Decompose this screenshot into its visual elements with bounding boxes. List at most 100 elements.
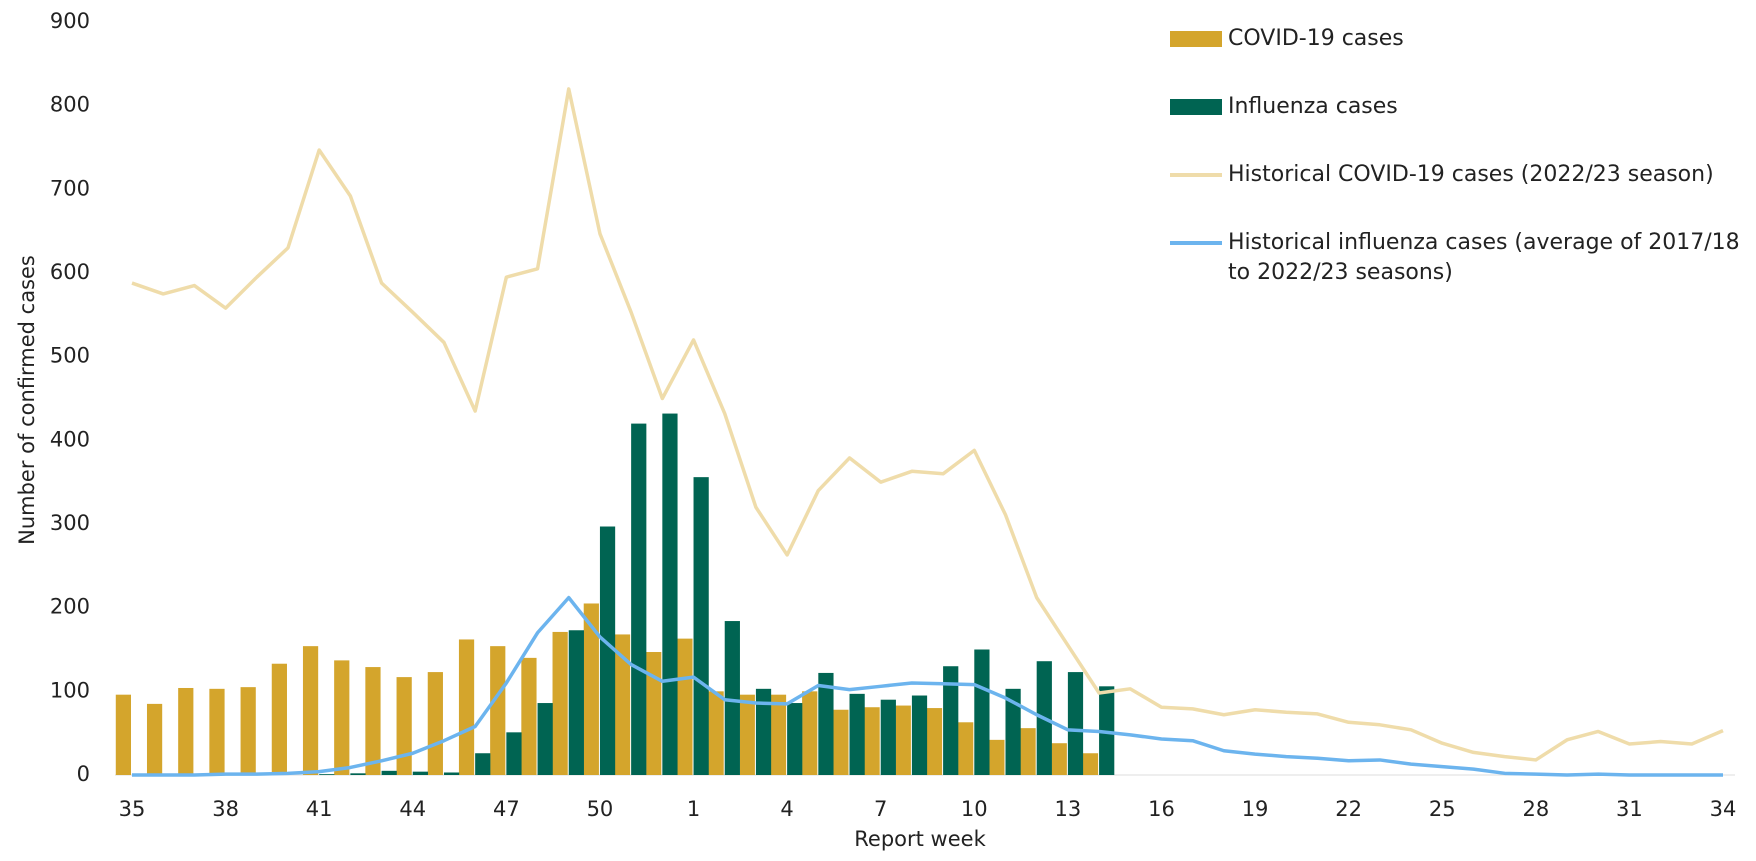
bar [724,621,740,775]
bar [443,772,460,775]
bar [568,630,584,775]
x-tick-label: 16 [1148,797,1175,821]
bar [271,663,287,775]
legend-swatch [1170,94,1222,120]
bar [926,708,943,775]
x-tick-label: 31 [1616,797,1643,821]
bar [209,688,225,775]
bar [880,699,896,775]
bar [365,667,381,775]
legend-item: COVID-19 cases [1170,26,1750,54]
bar [115,694,131,775]
legend-label: COVID-19 cases [1228,26,1404,51]
bar [552,631,568,775]
bar [1067,672,1084,775]
legend-item: Influenza cases [1170,94,1750,122]
bar [911,695,928,775]
line [131,87,1724,762]
bar [599,526,616,775]
bar [1020,728,1036,775]
x-tick-label: 44 [399,797,426,821]
bar [146,703,163,775]
bar [708,691,724,775]
x-tick-label: 22 [1335,797,1362,821]
legend-label: Historical influenza cases (average of 2… [1228,230,1740,285]
bar [864,707,880,775]
bar [240,687,256,775]
x-tick-label: 19 [1242,797,1269,821]
x-tick-label: 13 [1055,797,1082,821]
x-tick-label: 4 [780,797,793,821]
x-tick-label: 1 [687,797,700,821]
bar [989,739,1005,775]
bar [849,693,865,775]
bar [614,634,631,775]
y-tick-label: 100 [50,678,90,702]
line [132,595,1723,777]
bar [943,666,959,775]
bar [802,691,818,775]
bar [895,705,911,775]
y-tick-label: 900 [50,9,90,33]
bar [490,646,506,775]
x-tick-label: 41 [306,797,333,821]
y-tick-label: 500 [50,344,90,368]
bar [458,639,475,775]
x-tick-label: 35 [119,797,146,821]
legend-swatch [1170,162,1222,188]
x-tick-label: 7 [874,797,887,821]
bar [631,423,647,775]
legend-item: Historical influenza cases (average of 2… [1170,230,1750,288]
y-tick-label: 200 [50,595,90,619]
bar [521,657,537,775]
x-tick-label: 50 [587,797,614,821]
bar [662,413,678,775]
bar [677,638,693,775]
bar [1082,753,1099,775]
y-tick-label: 600 [50,260,90,284]
x-axis-title: Report week [854,827,986,851]
bar [412,771,428,775]
bar [506,732,522,775]
bar [1051,743,1067,775]
bar [693,477,709,775]
bar [818,672,834,775]
bar [396,677,412,775]
bar [475,753,491,775]
bar [178,687,194,775]
bar [755,688,772,775]
bar [646,652,662,775]
y-tick-label: 800 [50,93,90,117]
x-tick-label: 10 [961,797,988,821]
bar [537,703,553,775]
x-tick-label: 25 [1429,797,1456,821]
legend-swatch [1170,26,1222,52]
y-axis-title: Number of confirmed cases [15,255,39,545]
bar [833,709,849,775]
bar [319,774,335,775]
bar [583,603,599,775]
legend-label: Influenza cases [1228,94,1398,119]
x-tick-label: 47 [493,797,520,821]
bar [302,646,319,775]
bar [381,770,397,775]
legend-label: Historical COVID-19 cases (2022/23 seaso… [1228,162,1714,187]
legend: COVID-19 cases Influenza cases Historical … [1170,26,1750,328]
y-tick-label: 400 [50,427,90,451]
bar [958,722,974,775]
legend-swatch [1170,230,1222,256]
y-tick-label: 0 [77,762,90,786]
legend-item: Historical COVID-19 cases (2022/23 seaso… [1170,162,1750,190]
y-tick-label: 300 [50,511,90,535]
bar [334,660,350,775]
bar [427,672,443,775]
x-tick-label: 34 [1710,797,1737,821]
bar [1005,688,1021,775]
bar [350,773,366,775]
bar [974,649,990,775]
bar [770,694,787,775]
bar [787,703,803,775]
bar [739,694,755,775]
